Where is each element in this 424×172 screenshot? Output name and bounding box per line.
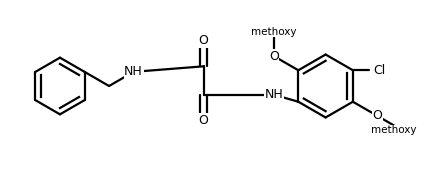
- Text: methoxy: methoxy: [371, 125, 416, 136]
- Text: NH: NH: [124, 65, 143, 78]
- Text: methoxy: methoxy: [251, 27, 296, 37]
- Text: O: O: [199, 34, 209, 47]
- Text: O: O: [269, 50, 279, 63]
- Text: Cl: Cl: [374, 64, 386, 77]
- Text: NH: NH: [264, 88, 283, 101]
- Text: O: O: [372, 109, 382, 122]
- Text: O: O: [199, 114, 209, 127]
